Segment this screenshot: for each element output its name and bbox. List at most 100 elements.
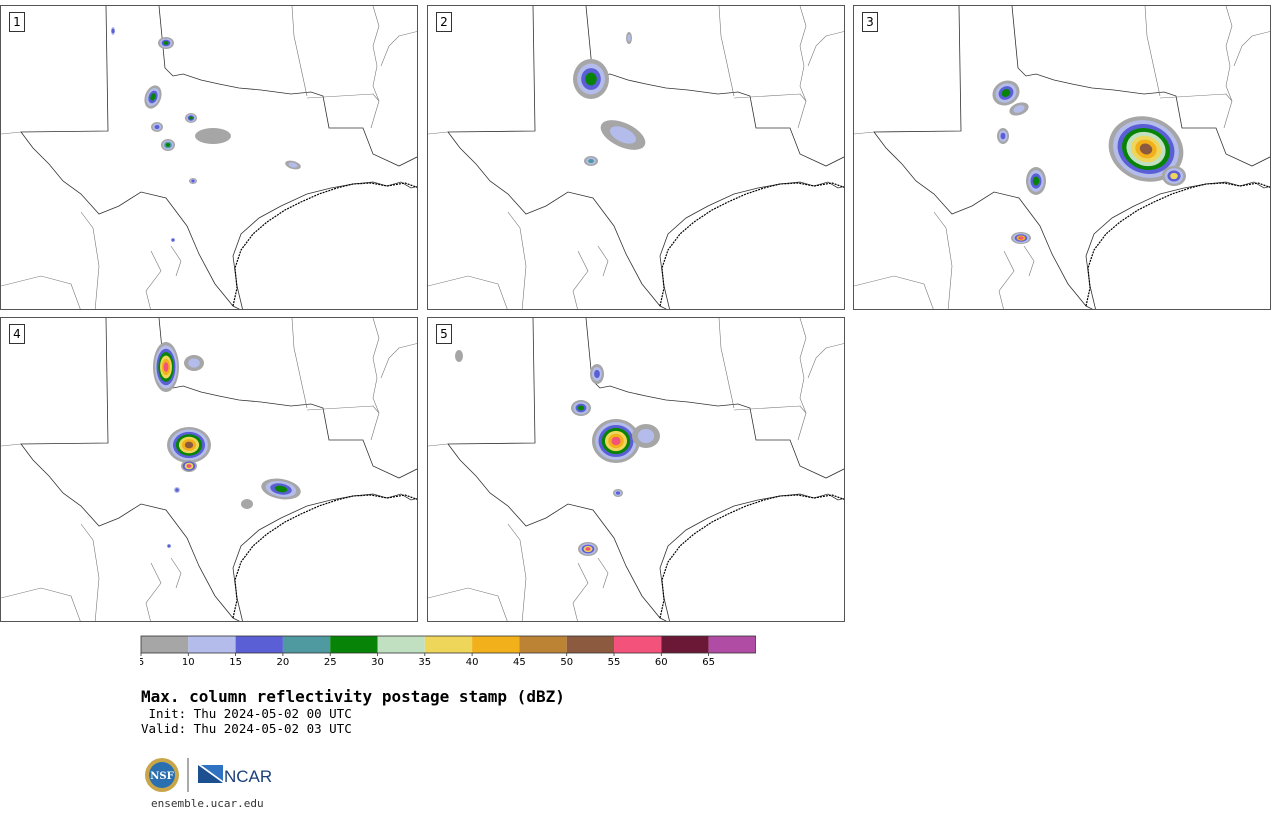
colorbar-tick-label: 55 — [608, 657, 621, 665]
colorbar-tick-label: 65 — [702, 657, 715, 665]
state-border — [291, 318, 308, 409]
reflectivity-cell — [150, 93, 156, 101]
reflectivity-cell — [1170, 172, 1178, 180]
panel-label-1: 1 — [9, 12, 25, 32]
texas-border — [447, 318, 844, 621]
colorbar-swatch — [519, 636, 567, 653]
logos: NSF NCAR — [145, 758, 272, 792]
state-border — [428, 275, 508, 309]
reflectivity-layer — [111, 27, 301, 242]
panel-1: 1 — [0, 5, 418, 310]
state-border — [572, 562, 589, 621]
reflectivity-cell — [186, 464, 192, 468]
panel-label-5: 5 — [436, 324, 452, 344]
state-border — [1, 275, 81, 309]
reflectivity-cell — [167, 544, 171, 548]
nsf-logo-text: NSF — [150, 771, 173, 782]
state-border — [80, 211, 100, 309]
colorbar-swatch — [661, 636, 709, 653]
reflectivity-cell — [609, 126, 637, 144]
texas-border — [447, 6, 844, 309]
colorbar-swatch — [377, 636, 425, 653]
state-border — [854, 275, 934, 309]
reflectivity-cell — [1018, 236, 1024, 240]
state-border — [380, 31, 417, 67]
reflectivity-layer — [992, 80, 1186, 244]
reflectivity-cell — [241, 499, 253, 509]
reflectivity-cell — [154, 124, 160, 130]
init-time: Init: Thu 2024-05-02 00 UTC — [141, 706, 352, 721]
state-border — [733, 405, 807, 414]
state-border — [145, 562, 162, 621]
colorbar-tick-label: 60 — [655, 657, 668, 665]
panel-label-3: 3 — [862, 12, 878, 32]
panel-4: 4 — [0, 317, 418, 622]
reflectivity-layer — [573, 32, 646, 166]
state-border — [797, 318, 807, 441]
state-border — [1, 443, 22, 447]
state-border — [854, 131, 875, 135]
reflectivity-cell — [611, 436, 621, 446]
colorbar-tick-label: 20 — [277, 657, 290, 665]
state-border — [507, 211, 527, 309]
panel-2: 2 — [427, 5, 845, 310]
colorbar-tick-label: 10 — [182, 657, 195, 665]
state-border — [1, 587, 81, 621]
state-border — [1223, 6, 1233, 129]
state-border — [1159, 93, 1233, 102]
state-border — [733, 93, 807, 102]
reflectivity-cell — [175, 488, 179, 492]
map-1 — [1, 6, 417, 309]
texas-border — [20, 6, 417, 309]
state-border — [1, 131, 22, 135]
ncar-logo-text: NCAR — [224, 767, 272, 786]
state-border — [306, 405, 380, 414]
basemap — [1, 6, 417, 309]
reflectivity-layer — [153, 342, 301, 548]
state-border — [428, 443, 449, 447]
reflectivity-cell — [163, 41, 169, 45]
nsf-logo: NSF — [145, 758, 179, 792]
state-border — [428, 131, 449, 135]
reflectivity-cell — [585, 72, 597, 86]
texas-border — [20, 318, 417, 621]
colorbar-tick-label: 25 — [324, 657, 337, 665]
reflectivity-cell — [111, 28, 115, 34]
state-border — [797, 6, 807, 129]
panel-5: 5 — [427, 317, 845, 622]
state-border — [807, 31, 844, 67]
state-border — [1233, 31, 1270, 67]
panel-3: 3 — [853, 5, 1271, 310]
website-url: ensemble.ucar.edu — [151, 797, 264, 810]
map-3 — [854, 6, 1270, 309]
reflectivity-cell — [163, 362, 169, 372]
colorbar-swatch — [330, 636, 378, 653]
state-border — [370, 318, 380, 441]
state-border — [145, 250, 162, 309]
state-border — [380, 343, 417, 379]
reflectivity-cell — [288, 162, 298, 168]
reflectivity-cell — [165, 143, 171, 147]
state-border — [597, 557, 609, 589]
map-5 — [428, 318, 844, 621]
colorbar-tick-label: 40 — [466, 657, 479, 665]
state-border — [80, 523, 100, 621]
state-border — [170, 245, 182, 277]
colorbar-swatch — [282, 636, 331, 653]
basemap — [1, 318, 417, 621]
coastline — [659, 494, 844, 619]
reflectivity-cell — [191, 179, 195, 183]
state-border — [718, 6, 735, 97]
reflectivity-cell — [274, 485, 288, 493]
colorbar-tick-label: 45 — [513, 657, 526, 665]
reflectivity-cell — [577, 405, 585, 411]
map-2 — [428, 6, 844, 309]
colorbar-swatch — [188, 636, 236, 653]
reflectivity-cell — [195, 128, 231, 144]
coastline — [659, 182, 844, 307]
reflectivity-cell — [637, 429, 655, 443]
state-border — [507, 523, 527, 621]
reflectivity-cell — [1013, 105, 1025, 113]
panel-label-4: 4 — [9, 324, 25, 344]
colorbar-swatch — [235, 636, 283, 653]
